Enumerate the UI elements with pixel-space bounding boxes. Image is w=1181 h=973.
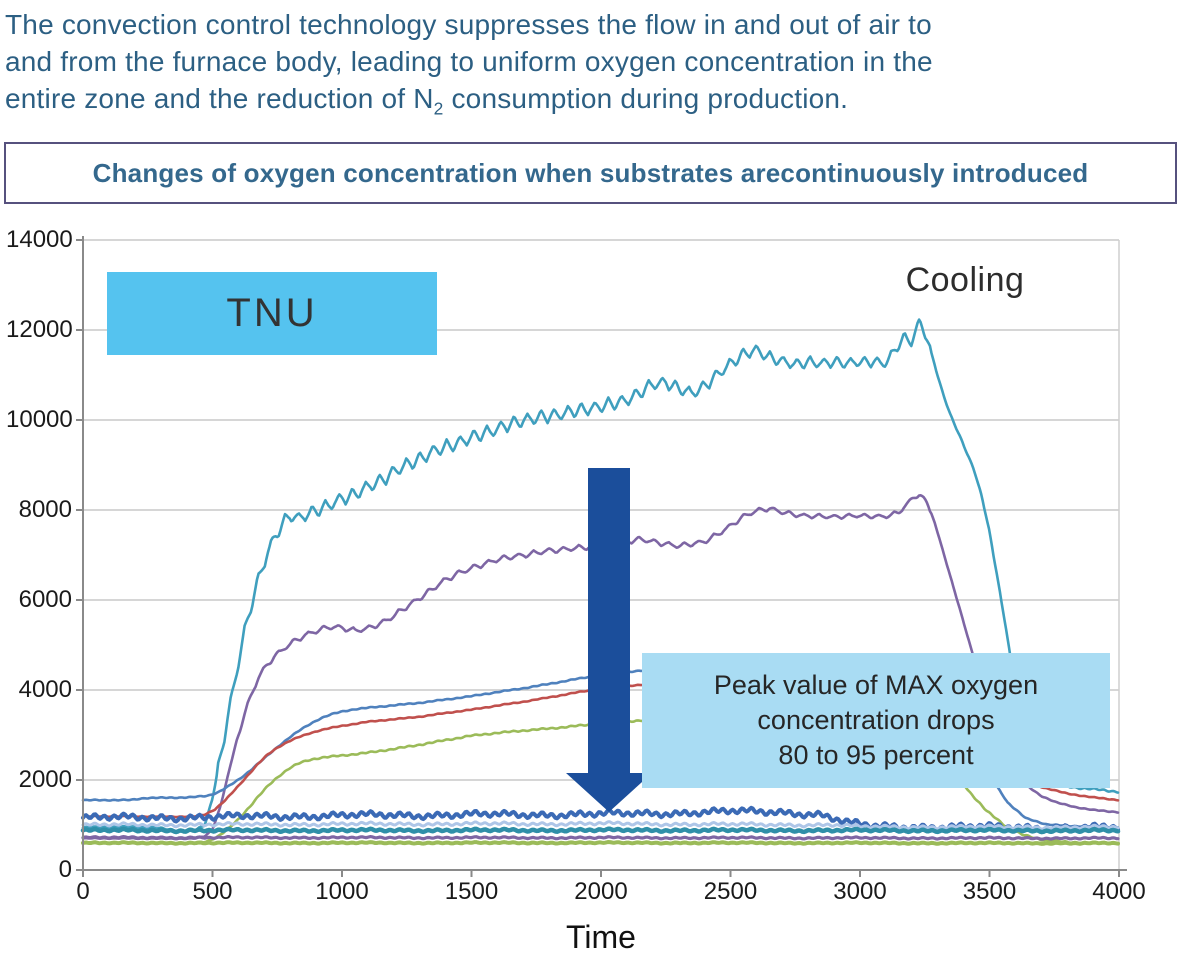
tnu-label: TNU (226, 291, 318, 335)
callout-line-2: concentration drops (757, 705, 995, 735)
callout-line-1: Peak value of MAX oxygen (713, 670, 1039, 700)
x-tick-label: 3000 (833, 878, 887, 905)
y-tick-label: 4000 (18, 676, 72, 703)
intro-line-2-text: and from the furnace body, leading to un… (5, 46, 933, 77)
y-tick-label: 10000 (6, 406, 73, 433)
chart-title-box: Changes of oxygen concentration when sub… (4, 142, 1177, 204)
peak-drop-callout: Peak value of MAX oxygen concentration d… (642, 653, 1110, 788)
y-tick-label: 6000 (18, 586, 72, 613)
x-tick-label: 2500 (703, 878, 758, 905)
y-tick-label: 8000 (18, 496, 72, 523)
intro-line-3-pre: entire zone and the reduction of N (5, 83, 434, 114)
intro-line-2: and from the furnace body, leading to un… (5, 43, 1179, 80)
x-tick-label: 1500 (444, 878, 499, 905)
intro-paragraph: The convection control technology suppre… (5, 6, 1179, 117)
drop-arrow (566, 468, 652, 812)
x-tick-label: 0 (76, 878, 90, 905)
x-tick-label: 2000 (574, 878, 628, 905)
x-tick-label: 500 (192, 878, 233, 905)
intro-line-1-text: The convection control technology suppre… (5, 9, 932, 40)
y-tick-label: 12000 (6, 316, 73, 343)
intro-line-3-post: consumption during production. (443, 83, 849, 114)
x-axis-title: Time (566, 919, 636, 955)
x-tick-label: 4000 (1092, 878, 1146, 905)
x-tick-label: 3500 (962, 878, 1017, 905)
callout-line-3: 80 to 95 percent (778, 740, 974, 770)
intro-line-1: The convection control technology suppre… (5, 6, 1179, 43)
x-tick-label: 1000 (315, 878, 369, 905)
intro-line-3: entire zone and the reduction of N2 cons… (5, 80, 1179, 117)
tnu-annotation-box: TNU (107, 272, 437, 355)
y-tick-label: 14000 (6, 226, 73, 253)
n2-subscript: 2 (433, 98, 444, 119)
y-tick-label: 0 (58, 856, 72, 883)
cooling-label: Cooling (905, 261, 1025, 299)
y-tick-label: 2000 (18, 766, 72, 793)
chart-title-text: Changes of oxygen concentration when sub… (92, 157, 1089, 188)
